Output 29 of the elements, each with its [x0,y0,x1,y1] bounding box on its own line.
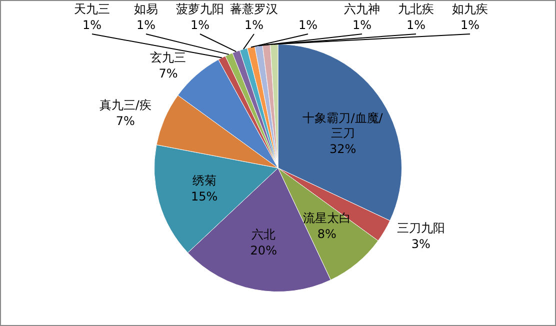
slice-label: 九北疾 [398,2,434,16]
slice-label: 真九三/疾 [99,98,152,112]
data-label: 1% [352,18,372,32]
slice-label: 菠萝九阳 [176,2,224,16]
data-label: 1% [136,18,156,32]
slice-label: 六九神 [344,2,380,16]
slice-label: 绣菊 [192,174,216,188]
slice-label: 流星太白 [302,211,351,226]
data-label: 8% [317,227,336,242]
data-label: 1% [244,18,264,32]
slice-label: 十象霸刀/血魔/三刀 [302,111,384,140]
data-label: 7% [158,66,178,80]
data-label: 1% [460,18,480,32]
data-label: 1% [298,18,318,32]
data-label: 1% [406,18,426,32]
slice-label: 如易 [134,2,158,16]
data-label: 1% [82,18,102,32]
slice-label: 如九疾 [452,2,488,16]
slice-label: 玄九三 [150,50,186,64]
slice-label: 天九三 [74,2,110,16]
data-label: 32% [329,142,356,156]
data-label: 1% [190,18,210,32]
slice-label: 六北 [252,227,276,242]
slice-label: 三刀九阳 [396,221,445,236]
data-label: 7% [116,114,135,128]
data-label: 3% [411,237,430,252]
data-label: 15% [190,190,218,204]
slice-label: 蕃薏罗汉 [230,2,278,16]
data-label: 20% [250,243,277,258]
